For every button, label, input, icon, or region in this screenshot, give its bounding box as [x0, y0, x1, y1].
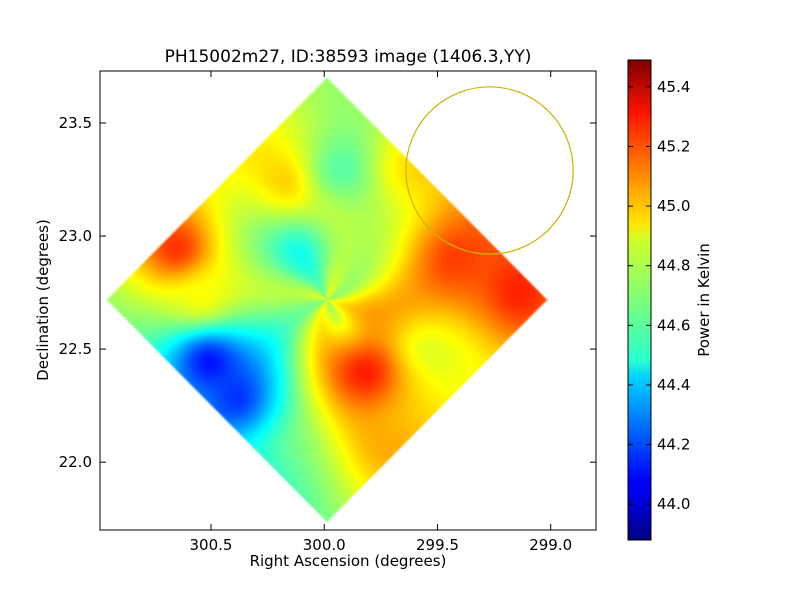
x-axis: 300.5 300.0 299.5 299.0: [190, 71, 572, 554]
y-tick-label: 23.5: [59, 114, 92, 132]
colorbar-tick-label: 44.2: [657, 436, 690, 454]
annotation-circle: [405, 86, 574, 255]
x-axis-label: Right Ascension (degrees): [250, 552, 447, 570]
y-tick-label: 22.0: [59, 453, 92, 471]
heatmap-layer: [100, 71, 596, 530]
colorbar-tick-label: 45.0: [657, 197, 690, 215]
colorbar-tick-label: 44.6: [657, 316, 690, 334]
colorbar-tick-label: 44.0: [657, 495, 690, 513]
colorbar-ticks: 44.0 44.2 44.4 44.6 44.8 45.0 45.2 45.4: [628, 78, 690, 513]
y-axis: 23.5 23.0 22.5 22.0: [59, 114, 596, 471]
colorbar-tick-label: 45.4: [657, 78, 690, 96]
y-axis-label: Declination (degrees): [34, 219, 52, 381]
heatmap-canvas: [100, 71, 596, 530]
y-tick-label: 23.0: [59, 227, 92, 245]
colorbar-tick-label: 44.4: [657, 376, 690, 394]
y-tick-label: 22.5: [59, 340, 92, 358]
colorbar-tick-label: 45.2: [657, 137, 690, 155]
x-tick-label: 300.5: [190, 536, 233, 554]
chart-title: PH15002m27, ID:38593 image (1406.3,YY): [165, 47, 532, 67]
x-tick-label: 299.5: [416, 536, 459, 554]
annotation-layer: [405, 86, 574, 255]
colorbar-label: Power in Kelvin: [695, 243, 713, 357]
plot-frame: [99, 70, 597, 531]
colorbar-tick-label: 44.8: [657, 257, 690, 275]
x-tick-label: 299.0: [529, 536, 572, 554]
colorbar: [627, 59, 652, 541]
x-tick-label: 300.0: [303, 536, 346, 554]
